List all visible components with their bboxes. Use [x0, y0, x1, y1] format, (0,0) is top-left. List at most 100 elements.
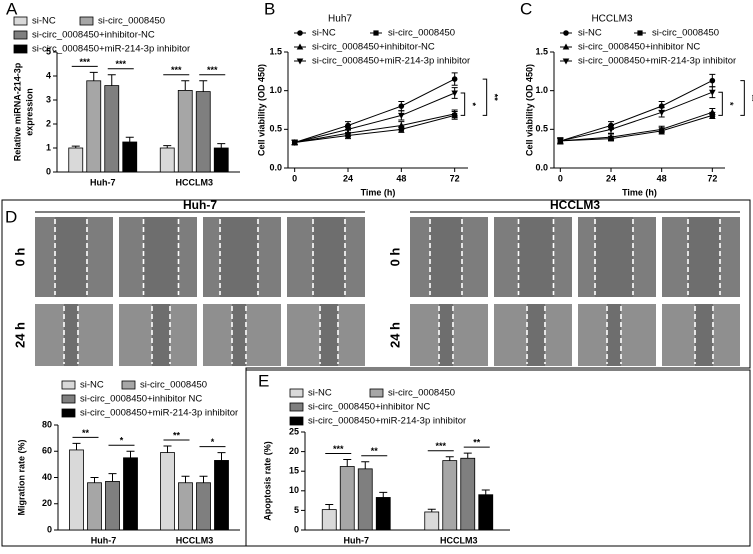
y-tick-label: 0.0	[269, 162, 282, 172]
error-bar	[325, 504, 334, 510]
y-axis-label: Apoptosis rate (%)	[262, 441, 272, 521]
row-label: 0 h	[387, 248, 402, 267]
y-tick-label: 15	[289, 466, 299, 476]
wound-gap	[143, 217, 179, 297]
y-tick-label: 1.0	[535, 85, 548, 95]
wound-gap	[220, 217, 258, 297]
legend-swatch	[61, 408, 76, 418]
x-axis-label: Time (h)	[622, 187, 657, 197]
marker	[709, 108, 716, 115]
error-bar	[107, 74, 116, 86]
line	[560, 114, 713, 142]
bar	[69, 449, 84, 531]
legend-label: si-NC	[308, 388, 332, 399]
significance-label: **	[371, 446, 379, 456]
legend-marker	[373, 30, 379, 36]
significance-label: *	[120, 436, 124, 446]
panel-letter: D	[5, 207, 17, 226]
x-tick-label: HCCLM3	[440, 535, 478, 545]
y-tick-label: 0.5	[269, 124, 282, 134]
error-bar	[199, 80, 208, 92]
error-bar	[217, 452, 226, 461]
bar	[123, 457, 138, 531]
bar	[339, 466, 355, 531]
legend-marker	[562, 58, 570, 65]
y-tick-label: 20	[42, 498, 52, 508]
bar	[460, 457, 476, 531]
y-tick-label: 25	[289, 426, 299, 436]
x-tick-label: 0	[558, 173, 563, 183]
x-tick-label: 48	[657, 173, 667, 183]
significance-label: **	[473, 438, 481, 448]
error-bar	[125, 136, 134, 142]
wound-gap	[439, 304, 453, 366]
error-bar	[72, 442, 81, 450]
legend-swatch	[61, 380, 76, 390]
y-axis-label: Relative miRNA-214-3p	[12, 62, 22, 161]
bar	[357, 468, 373, 531]
row-label: 24 h	[387, 322, 402, 348]
marker	[451, 90, 458, 97]
significance-label: *	[211, 437, 215, 447]
group-title: Huh-7	[183, 198, 217, 212]
x-axis-label: Time (h)	[361, 187, 396, 197]
significance-label: ***	[207, 65, 218, 75]
significance-label: **	[747, 95, 753, 103]
y-tick-label: 1.5	[269, 46, 282, 56]
wound-gap	[320, 304, 338, 366]
x-tick-label: 0	[292, 173, 297, 183]
error-bar	[481, 489, 490, 495]
marker	[451, 110, 458, 117]
line	[560, 80, 713, 142]
bar	[159, 147, 175, 173]
legend-marker	[637, 30, 643, 36]
legend-label: si-circ_0008450+inhibitor-NC	[312, 42, 435, 53]
y-tick-label: 1.5	[535, 46, 548, 56]
legend-marker	[562, 43, 570, 50]
legend-marker	[296, 58, 304, 65]
legend-label: si-circ_0008450+inhibitor NC	[578, 42, 700, 53]
legend-swatch	[61, 394, 76, 404]
legend-marker	[563, 30, 569, 36]
y-tick-label: 1	[46, 142, 51, 152]
bar	[86, 80, 102, 173]
y-tick-label: 0.0	[535, 162, 548, 172]
legend-swatch	[289, 388, 304, 398]
panel-d-border	[1, 199, 751, 547]
legend-swatch	[13, 16, 28, 26]
bar	[195, 91, 211, 173]
legend-swatch	[79, 16, 94, 26]
error-bar	[126, 450, 135, 458]
wound-gap	[695, 304, 713, 366]
wound-gap	[688, 217, 720, 297]
legend-swatch	[13, 44, 28, 54]
marker	[398, 103, 405, 109]
significance-bracket	[740, 80, 745, 116]
chart-title: Huh7	[328, 14, 352, 25]
error-bar	[181, 475, 190, 483]
wound-gap	[607, 304, 621, 366]
legend-swatch	[121, 380, 136, 390]
y-tick-label: 5	[294, 505, 299, 515]
legend-label: si-circ_0008450	[652, 28, 719, 39]
y-axis-label: Cell viability (OD 450)	[256, 64, 266, 156]
significance-label: **	[82, 428, 90, 438]
legend-label: si-circ_0008450+miR-214-3p inhibitor	[578, 56, 736, 67]
error-bar	[90, 477, 99, 483]
marker	[557, 138, 564, 145]
legend-label: si-circ_0008450	[388, 388, 455, 399]
legend-label: si-circ_0008450+miR-214-3p inhibitor	[32, 44, 190, 55]
error-bar	[217, 143, 226, 148]
marker	[607, 126, 615, 133]
legend-label: si-NC	[312, 28, 336, 39]
legend-label: si-circ_0008450+inhibitor NC	[80, 394, 202, 405]
y-axis-label: Migration rate (%)	[16, 439, 26, 515]
error-bar	[427, 508, 436, 512]
error-bar	[445, 456, 454, 461]
legend-label: si-circ_0008450	[388, 28, 455, 39]
y-tick-label: 0	[294, 524, 299, 534]
legend-label: si-circ_0008450+inhibitor-NC	[32, 30, 155, 41]
bar	[196, 482, 211, 531]
line	[560, 91, 713, 142]
legend-marker	[297, 30, 303, 36]
